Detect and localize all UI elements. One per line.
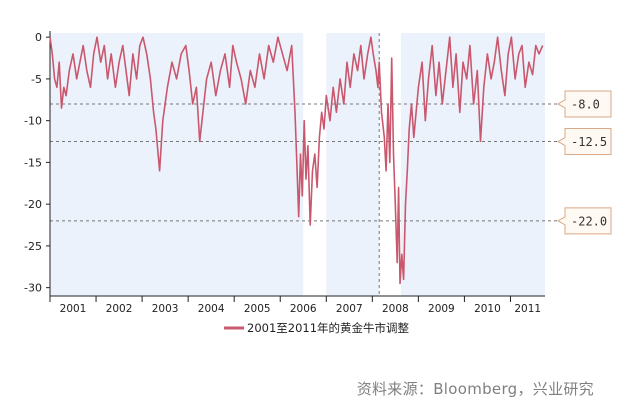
- x-tick-label: 2007: [336, 303, 363, 315]
- x-tick-label: 2009: [428, 303, 455, 315]
- x-tick-label: 2006: [290, 303, 317, 315]
- callout-label-2: -12.5: [571, 135, 607, 149]
- y-tick-label: -30: [24, 282, 42, 295]
- x-tick-label: 2003: [152, 303, 179, 315]
- x-tick-label: 2005: [244, 303, 271, 315]
- x-tick-label: 2011: [514, 303, 541, 315]
- shaded-region-2: [326, 33, 380, 296]
- x-tick-label: 2010: [474, 303, 501, 315]
- shaded-region-3: [400, 33, 545, 296]
- x-tick-label: 2004: [198, 303, 225, 315]
- y-tick-label: -5: [31, 73, 42, 86]
- y-tick-label: -10: [24, 115, 42, 128]
- series-line-1: [49, 36, 544, 285]
- callout-label-1: -8.0: [571, 97, 600, 111]
- legend: 2001至2011年的黄金牛市调整: [224, 321, 410, 335]
- callout-box-2: [556, 128, 612, 156]
- axes: 0 -5 -10 -15 -20 -25 -30 2001 2002 2003 2004 2005 20…: [24, 31, 545, 315]
- x-tick-label: 2002: [106, 303, 133, 315]
- x-tick-label: 2001: [60, 303, 87, 315]
- series-layer: [49, 36, 544, 285]
- y-tick-label: -25: [24, 240, 42, 253]
- y-tick-label: -15: [24, 156, 42, 169]
- callout-box-1: [556, 90, 612, 118]
- callout-box-3: [556, 207, 612, 235]
- y-tick-label: -20: [24, 198, 42, 211]
- x-tick-label: 2008: [382, 303, 409, 315]
- y-tick-label: 0: [35, 31, 42, 44]
- legend-label: 2001至2011年的黄金牛市调整: [247, 321, 410, 335]
- reference-callouts: -8.0 -12.5 -22.0: [556, 90, 612, 235]
- callout-label-3: -22.0: [571, 214, 607, 228]
- source-note: 资料来源：Bloomberg，兴业研究: [356, 380, 594, 398]
